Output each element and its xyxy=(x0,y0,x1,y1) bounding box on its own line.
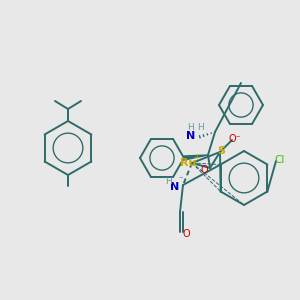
Text: Ru: Ru xyxy=(180,158,196,168)
Text: +: + xyxy=(194,152,200,161)
Text: O: O xyxy=(182,229,190,239)
Text: O: O xyxy=(200,165,208,175)
Text: H: H xyxy=(198,124,204,133)
Text: H: H xyxy=(188,124,194,133)
Text: N: N xyxy=(170,182,180,192)
Polygon shape xyxy=(184,155,208,160)
Text: S: S xyxy=(217,146,225,156)
Text: N: N xyxy=(186,131,196,141)
Text: O⁻: O⁻ xyxy=(229,134,242,144)
Text: ⁻: ⁻ xyxy=(179,175,183,184)
Text: H: H xyxy=(166,176,172,185)
Text: Cl: Cl xyxy=(275,155,285,165)
